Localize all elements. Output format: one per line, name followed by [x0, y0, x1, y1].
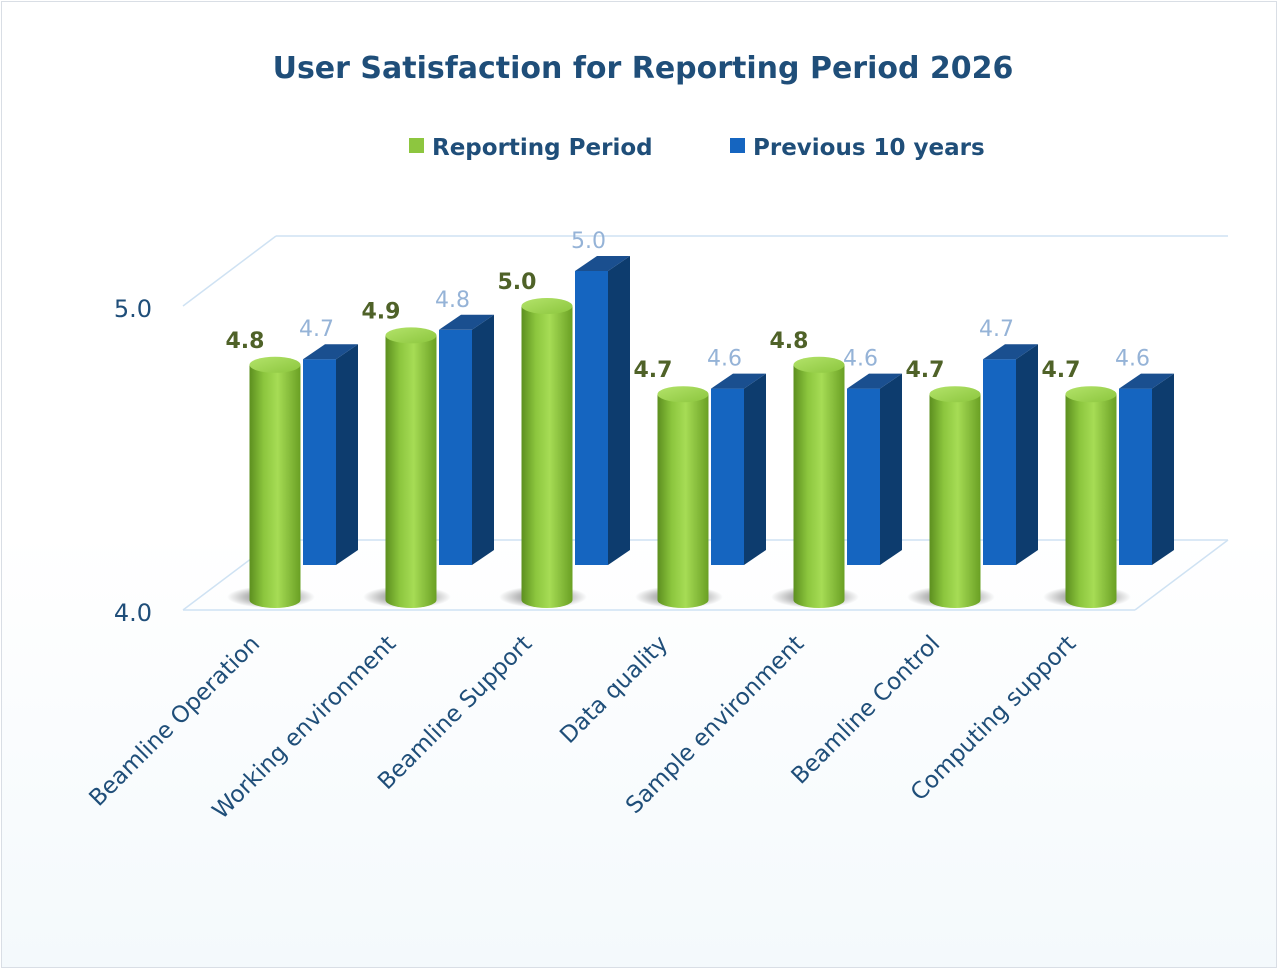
bar-current-body: [929, 394, 981, 608]
value-label-previous: 4.7: [979, 317, 1014, 342]
bar-previous-top: [575, 256, 630, 271]
bar-current-body: [1065, 394, 1117, 608]
bar-current-body: [793, 364, 845, 608]
bar-previous-side: [608, 256, 630, 565]
bar-previous-top: [303, 344, 358, 360]
value-label-current: 5.0: [498, 270, 537, 295]
value-label-current: 4.7: [634, 358, 673, 383]
bar-previous-side: [1152, 373, 1174, 565]
value-label-current: 4.7: [906, 358, 945, 383]
floor-right-edge: [1134, 539, 1229, 611]
value-label-current: 4.7: [1042, 358, 1081, 383]
chart-title: User Satisfaction for Reporting Period 2…: [273, 51, 1014, 86]
legend-label-previous-10-years: Previous 10 years: [753, 135, 985, 161]
bar-current-top: [657, 386, 709, 403]
gridline-top-side: [182, 235, 277, 307]
value-label-current: 4.8: [226, 329, 265, 354]
value-label-current: 4.9: [362, 299, 401, 324]
bar-current-top: [929, 386, 981, 403]
value-label-previous: 4.7: [299, 317, 334, 342]
bar-current-top: [521, 298, 573, 314]
value-label-previous: 4.6: [843, 347, 878, 372]
bar-previous-top: [439, 314, 494, 330]
category-label: Beamline Control: [787, 631, 946, 790]
bar-current-body: [249, 364, 301, 608]
category-label: Data quality: [555, 631, 673, 749]
bar-current-top: [249, 356, 301, 373]
bar-previous-side: [1016, 344, 1038, 565]
bar-previous-side: [336, 344, 358, 565]
bar-previous-top: [1119, 373, 1174, 389]
chart-axes: 5.0 4.0: [114, 235, 1229, 627]
bar-current-body: [657, 394, 709, 608]
bars-layer: [227, 256, 1174, 608]
bar-current-body: [385, 335, 437, 608]
bar-previous-front: [1119, 388, 1152, 565]
bar-previous-top: [983, 344, 1038, 360]
legend-swatch-reporting-period: [409, 138, 424, 153]
legend: Reporting Period Previous 10 years: [409, 135, 985, 161]
legend-label-reporting-period: Reporting Period: [432, 135, 653, 161]
legend-swatch-previous-10-years: [730, 138, 745, 153]
bar-previous-side: [472, 314, 494, 565]
category-label: Beamline Support: [373, 631, 537, 795]
bar-previous-front: [303, 359, 336, 565]
bar-previous-front: [439, 329, 472, 565]
bar-previous-front: [575, 271, 608, 565]
value-label-previous: 4.6: [707, 347, 742, 372]
bar-previous-top: [711, 373, 766, 389]
y-tick-label: 5.0: [114, 295, 152, 323]
bar-current-top: [385, 327, 437, 344]
bar-previous-front: [711, 388, 744, 565]
bar-current-top: [793, 356, 845, 373]
bar-previous-top: [847, 373, 902, 389]
value-label-previous: 4.6: [1115, 347, 1150, 372]
value-label-previous: 5.0: [571, 229, 606, 254]
bar-current-top: [1065, 386, 1117, 403]
bar-previous-front: [847, 388, 880, 565]
bar-previous-side: [744, 373, 766, 565]
value-label-current: 4.8: [770, 329, 809, 354]
y-tick-label: 4.0: [114, 599, 152, 627]
bar-current-body: [521, 306, 573, 608]
value-label-previous: 4.8: [435, 288, 470, 313]
bar-previous-front: [983, 359, 1016, 565]
bar-previous-side: [880, 373, 902, 565]
